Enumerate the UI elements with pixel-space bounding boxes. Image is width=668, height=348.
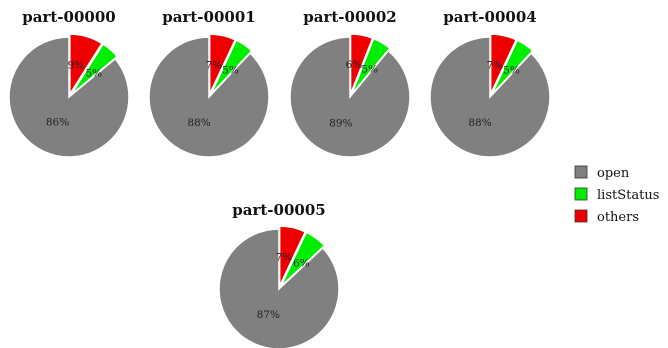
chart-title: part-00002 — [303, 8, 396, 26]
pie-chart-part-00001: part-00001 7% 5% 88% — [148, 8, 270, 158]
pct-label-open: 88% — [468, 117, 491, 129]
pct-label-others: 6% — [346, 59, 363, 71]
pie-slice-others — [278, 225, 307, 287]
pie-slice-others — [349, 33, 374, 95]
pct-label-open: 87% — [257, 309, 280, 321]
pie-slice-open — [429, 36, 551, 158]
pct-label-open: 88% — [187, 117, 210, 129]
pie-chart-part-00005: part-00005 7% 6% 87% — [218, 201, 340, 348]
chart-title: part-00004 — [443, 8, 536, 26]
pct-label-listStatus: 5% — [222, 65, 239, 77]
pie-chart-part-00004: part-00004 7% 5% 88% — [429, 8, 551, 158]
pie-slice-listStatus — [280, 231, 326, 288]
legend-label-listStatus: listStatus — [597, 188, 659, 203]
legend-swatch-others — [574, 209, 588, 223]
legend-swatch-listStatus — [574, 187, 588, 201]
pie-chart-part-00002: part-00002 6% 5% 89% — [289, 8, 411, 158]
pct-label-listStatus: 5% — [503, 65, 520, 77]
pct-label-open: 86% — [46, 116, 69, 128]
chart-title: part-00005 — [232, 201, 325, 219]
pie-slice-open — [218, 228, 340, 348]
pct-label-others: 9% — [68, 60, 85, 72]
pie-slice-open — [8, 36, 130, 158]
pct-label-others: 7% — [276, 251, 293, 263]
pct-label-listStatus: 5% — [361, 63, 378, 75]
pct-label-others: 7% — [487, 59, 504, 71]
pct-label-listStatus: 5% — [85, 68, 102, 80]
legend: open listStatus others — [574, 165, 659, 225]
legend-label-open: open — [597, 166, 630, 181]
chart-title: part-00001 — [162, 8, 255, 26]
pct-label-open: 89% — [329, 117, 352, 129]
pie-slice-listStatus — [350, 37, 391, 95]
pie-slice-others — [489, 33, 518, 95]
legend-swatch-open — [574, 165, 588, 179]
pct-label-listStatus: 6% — [293, 257, 310, 269]
pie-slice-listStatus — [210, 39, 253, 96]
pie-slice-others — [208, 33, 237, 95]
pie-chart-part-00000: part-00000 9%5% 86% — [8, 8, 130, 158]
pct-label-others: 7% — [206, 59, 223, 71]
pie-slice-open — [148, 36, 270, 158]
pie-slice-listStatus — [70, 43, 119, 96]
chart-title: part-00000 — [22, 8, 115, 26]
pie-slice-listStatus — [491, 39, 534, 96]
pie-slice-others — [69, 33, 104, 97]
legend-label-others: others — [597, 210, 639, 225]
pie-slice-open — [289, 36, 411, 158]
